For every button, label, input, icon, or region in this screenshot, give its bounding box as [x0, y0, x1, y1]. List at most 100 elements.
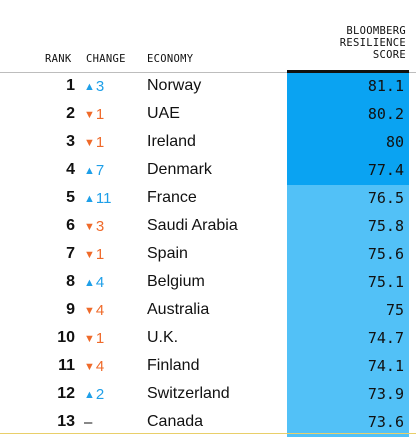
rank-column-header: RANK: [45, 53, 72, 65]
change-amount: 11: [95, 190, 112, 207]
economy-name: Denmark: [147, 161, 212, 178]
score-column-underline: [287, 70, 409, 73]
change-column-header: CHANGE: [86, 53, 126, 65]
rank-value: 13: [57, 413, 75, 430]
table-row: 13– Canada 73.6: [0, 409, 416, 437]
score-cell: 77.4: [287, 157, 409, 185]
score-value: 75: [385, 301, 404, 319]
rank-value: 11: [58, 357, 75, 374]
table-row: 2 ▼1 UAE 80.2: [0, 101, 416, 129]
change-value: ▲7: [84, 161, 104, 181]
change-value: –: [84, 413, 92, 433]
change-value: ▼1: [84, 245, 104, 265]
economy-name: Norway: [147, 77, 202, 94]
change-value: ▲4: [84, 273, 104, 293]
economy-name: Switzerland: [147, 385, 230, 402]
change-amount: 1: [95, 246, 105, 263]
score-value: 73.9: [367, 385, 404, 403]
table-header: RANK CHANGE ECONOMY BLOOMBERG RESILIENCE…: [0, 0, 416, 72]
score-value: 74.1: [367, 357, 404, 375]
economy-name: Spain: [147, 245, 188, 262]
score-value: 77.4: [367, 161, 404, 179]
score-value: 75.6: [367, 245, 404, 263]
table-row: 11 ▼4 Finland 74.1: [0, 353, 416, 381]
change-amount: 4: [95, 302, 105, 319]
rank-value: 10: [57, 329, 75, 346]
change-amount: 2: [95, 386, 105, 403]
change-value: ▼1: [84, 133, 104, 153]
score-value: 76.5: [367, 189, 404, 207]
down-arrow-icon: ▼: [84, 221, 95, 233]
score-cell: 75.8: [287, 213, 409, 241]
up-arrow-icon: ▲: [84, 193, 95, 205]
down-arrow-icon: ▼: [84, 137, 95, 149]
economy-name: Ireland: [147, 133, 196, 150]
down-arrow-icon: ▼: [84, 361, 95, 373]
change-amount: 3: [95, 218, 105, 235]
score-value: 80.2: [367, 105, 404, 123]
table-row: 10 ▼1 U.K. 74.7: [0, 325, 416, 353]
change-value: ▼4: [84, 301, 104, 321]
table-row: 5 ▲11 France 76.5: [0, 185, 416, 213]
rank-value: 7: [66, 245, 75, 262]
up-arrow-icon: ▲: [84, 81, 95, 93]
score-cell: 74.7: [287, 325, 409, 353]
rank-value: 3: [66, 133, 75, 150]
score-cell: 75: [287, 297, 409, 325]
table-row: 6 ▼3 Saudi Arabia 75.8: [0, 213, 416, 241]
change-amount: 3: [95, 78, 105, 95]
score-header-line-3: SCORE: [372, 49, 406, 61]
score-value: 81.1: [367, 77, 404, 95]
economy-column-header: ECONOMY: [147, 53, 194, 65]
score-cell: 80: [287, 129, 409, 157]
rank-value: 4: [66, 161, 75, 178]
change-value: ▼3: [84, 217, 104, 237]
rank-value: 6: [66, 217, 75, 234]
rank-value: 2: [66, 105, 75, 122]
economy-name: Saudi Arabia: [147, 217, 238, 234]
table-row: 8 ▲4 Belgium 75.1: [0, 269, 416, 297]
economy-name: Canada: [147, 413, 204, 430]
table-row: 1 ▲3 Norway 81.1: [0, 73, 416, 101]
up-arrow-icon: ▲: [84, 389, 95, 401]
score-cell: 80.2: [287, 101, 409, 129]
down-arrow-icon: ▼: [84, 333, 95, 345]
score-cell: 75.1: [287, 269, 409, 297]
change-amount: 7: [95, 162, 105, 179]
economy-name: U.K.: [147, 329, 179, 346]
score-cell: 73.9: [287, 381, 409, 409]
economy-name: Australia: [147, 301, 210, 318]
down-arrow-icon: ▼: [84, 109, 95, 121]
change-value: ▲2: [84, 385, 104, 405]
score-value: 73.6: [367, 413, 404, 431]
change-amount: 1: [95, 134, 105, 151]
down-arrow-icon: ▼: [84, 249, 95, 261]
change-amount: 4: [95, 274, 105, 291]
table-row: 7 ▼1 Spain 75.6: [0, 241, 416, 269]
economy-name: Belgium: [147, 273, 205, 290]
score-value: 80: [385, 133, 404, 151]
change-value: ▼1: [84, 329, 104, 349]
score-cell: 81.1: [287, 73, 409, 101]
rank-value: 12: [57, 385, 75, 402]
table-row: 4 ▲7 Denmark 77.4: [0, 157, 416, 185]
change-value: ▼4: [84, 357, 104, 377]
score-cell: 74.1: [287, 353, 409, 381]
change-value: ▲11: [84, 189, 111, 209]
change-amount: –: [84, 414, 93, 431]
change-amount: 4: [95, 358, 105, 375]
score-value: 75.8: [367, 217, 404, 235]
table-row: 12 ▲2 Switzerland 73.9: [0, 381, 416, 409]
economy-name: UAE: [147, 105, 180, 122]
change-value: ▼1: [84, 105, 104, 125]
table-row: 9 ▼4 Australia 75: [0, 297, 416, 325]
change-value: ▲3: [84, 77, 104, 97]
score-cell: 73.6: [287, 409, 409, 437]
score-column-header: BLOOMBERG RESILIENCE SCORE: [340, 25, 406, 61]
rank-value: 8: [66, 273, 75, 290]
down-arrow-icon: ▼: [84, 305, 95, 317]
rank-value: 9: [66, 301, 75, 318]
up-arrow-icon: ▲: [84, 277, 95, 289]
rank-value: 1: [66, 77, 75, 94]
score-header-line-2: RESILIENCE: [339, 37, 406, 49]
